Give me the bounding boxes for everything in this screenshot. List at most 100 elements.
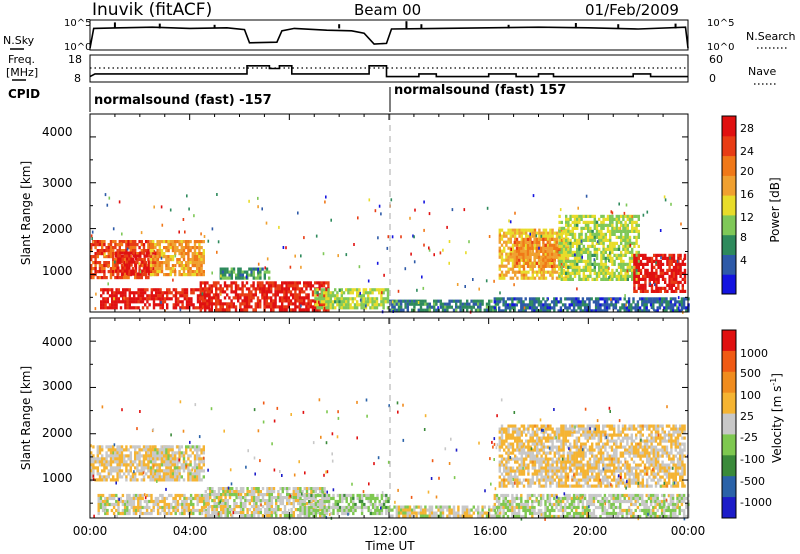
data-cell [235, 273, 238, 277]
data-cell [138, 460, 141, 464]
data-cell [228, 305, 231, 309]
data-cell [232, 305, 235, 309]
data-cell [215, 287, 218, 291]
data-cell [178, 240, 181, 244]
data-speckle [337, 254, 339, 258]
data-cell [276, 284, 279, 288]
data-cell [613, 244, 616, 248]
data-cell [129, 249, 132, 253]
data-cell [132, 511, 136, 516]
data-cell [200, 466, 203, 470]
data-cell [134, 249, 137, 253]
data-cell [165, 457, 168, 461]
data-cell [168, 288, 171, 292]
data-cell [120, 448, 124, 452]
data-cell [631, 247, 634, 251]
data-cell [161, 508, 164, 513]
data-cell [115, 303, 118, 307]
data-cell [553, 252, 556, 256]
data-cell [631, 223, 634, 227]
data-cell [493, 297, 496, 301]
data-cell [128, 257, 131, 261]
data-cell [679, 280, 682, 284]
data-cell [525, 270, 528, 274]
data-cell [626, 277, 629, 281]
data-cell [200, 505, 204, 510]
data-cell [386, 291, 390, 295]
data-cell [200, 258, 203, 262]
data-cell [294, 281, 297, 285]
data-cell [569, 277, 572, 281]
data-cell [637, 214, 640, 218]
data-cell [208, 302, 211, 306]
data-cell [551, 234, 554, 238]
data-cell [570, 300, 574, 304]
data-cell [347, 303, 350, 307]
data-speckle [358, 265, 361, 269]
data-cell [544, 300, 547, 304]
data-cell [659, 253, 662, 257]
data-cell [564, 306, 567, 310]
data-cell [648, 256, 651, 260]
data-cell [169, 469, 172, 473]
data-cell [602, 268, 605, 272]
data-cell [650, 289, 654, 293]
data-cell [286, 493, 289, 497]
data-cell [176, 457, 179, 461]
data-cell [511, 258, 515, 262]
data-cell [146, 297, 149, 301]
data-cell [626, 223, 629, 227]
data-cell [97, 493, 100, 498]
data-cell [187, 252, 190, 256]
data-cell [310, 499, 313, 503]
data-cell [657, 253, 660, 257]
data-cell [594, 306, 598, 310]
data-cell [536, 231, 539, 235]
data-cell [614, 300, 618, 304]
data-cell [312, 496, 315, 501]
data-cell [503, 276, 506, 280]
data-cell [200, 451, 203, 455]
data-cell [533, 246, 537, 250]
data-cell [259, 273, 262, 277]
data-cell [254, 267, 258, 271]
data-cell [633, 277, 636, 281]
data-cell [233, 508, 236, 512]
data-cell [121, 260, 124, 264]
data-cell [655, 280, 658, 284]
data-cell [219, 308, 222, 312]
data-cell [583, 309, 587, 313]
data-cell [637, 253, 640, 257]
data-cell [576, 265, 579, 269]
data-cell [619, 306, 622, 310]
data-cell [537, 297, 541, 301]
data-cell [152, 270, 155, 274]
data-cell [185, 243, 188, 247]
data-cell [147, 460, 150, 464]
data-cell [666, 271, 669, 275]
data-cell [626, 247, 629, 251]
data-cell [103, 243, 106, 247]
data-cell [145, 445, 148, 449]
data-cell [679, 274, 682, 278]
data-cell [558, 232, 561, 236]
data-cell [639, 271, 643, 275]
data-cell [503, 240, 506, 244]
data-cell [169, 243, 172, 247]
data-cell [538, 237, 541, 241]
data-cell [301, 499, 304, 504]
data-cell [92, 469, 95, 473]
data-cell [215, 284, 218, 288]
data-cell [196, 475, 199, 479]
data-cell [196, 267, 199, 271]
data-cell [540, 246, 543, 250]
data-cell [147, 266, 151, 270]
data-cell [604, 256, 607, 260]
data-cell [165, 258, 168, 262]
data-cell [117, 297, 120, 301]
data-cell [259, 284, 262, 288]
data-cell [360, 297, 363, 301]
data-cell [239, 276, 242, 280]
data-cell [661, 253, 665, 257]
data-cell [217, 487, 221, 491]
